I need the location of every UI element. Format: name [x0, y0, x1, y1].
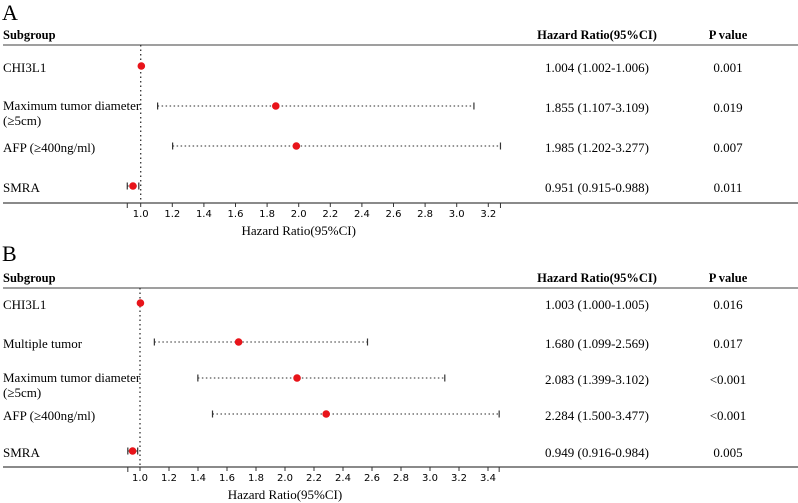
hr-point	[271, 102, 280, 110]
x-tick-label: 3.0	[449, 209, 465, 220]
x-tick-label: 2.2	[306, 473, 322, 484]
x-tick-label: 2.4	[335, 473, 351, 484]
x-tick-label: 1.8	[248, 473, 264, 484]
hr-ci-text: 0.951 (0.915-0.988)	[545, 180, 649, 195]
panel-letter: B	[2, 241, 17, 266]
panel-letter: A	[2, 0, 18, 25]
hr-point	[293, 374, 301, 382]
row-label: Multiple tumor	[3, 336, 83, 351]
row-label: AFP (≥400ng/ml)	[3, 140, 95, 155]
header-p-value: P value	[709, 28, 748, 42]
x-tick-label: 3.2	[480, 209, 496, 220]
hr-point	[137, 62, 146, 70]
hr-point	[234, 338, 243, 346]
hr-ci-text: 1.985 (1.202-3.277)	[545, 140, 649, 155]
hr-point	[136, 299, 145, 307]
x-tick-label: 3.4	[480, 473, 496, 484]
p-value: 0.007	[713, 140, 743, 155]
p-value: 0.016	[713, 297, 743, 312]
header-subgroup: Subgroup	[3, 28, 56, 42]
row-label: (≥5cm)	[3, 385, 41, 400]
row-label: SMRA	[3, 180, 40, 195]
p-value: 0.001	[713, 60, 742, 75]
hr-point	[128, 447, 137, 455]
x-tick-label: 1.4	[196, 209, 212, 220]
header-p-value: P value	[709, 271, 748, 285]
x-tick-label: 3.2	[451, 473, 467, 484]
row-label: (≥5cm)	[3, 113, 41, 128]
x-tick-label: 1.6	[219, 473, 235, 484]
hr-point	[322, 410, 330, 418]
x-tick-label: 2.2	[322, 209, 338, 220]
x-tick-label: 2.0	[277, 473, 293, 484]
p-value: 0.019	[713, 100, 742, 115]
row-label: Maximum tumor diameter	[3, 370, 141, 385]
header-hazard-ratio: Hazard Ratio(95%CI)	[537, 271, 657, 285]
hr-ci-text: 2.083 (1.399-3.102)	[545, 372, 649, 387]
header-hazard-ratio: Hazard Ratio(95%CI)	[537, 28, 657, 42]
x-tick-label: 1.2	[161, 473, 177, 484]
p-value: <0.001	[710, 408, 747, 423]
x-tick-label: 2.0	[291, 209, 307, 220]
p-value: 0.011	[714, 180, 743, 195]
row-label: CHI3L1	[3, 297, 46, 312]
row-label: CHI3L1	[3, 60, 46, 75]
x-tick-label: 1.8	[259, 209, 275, 220]
header-subgroup: Subgroup	[3, 271, 56, 285]
x-tick-label: 1.0	[132, 473, 148, 484]
x-tick-label: 2.8	[393, 473, 409, 484]
p-value: <0.001	[710, 372, 747, 387]
hr-point	[292, 142, 301, 150]
hr-point	[129, 182, 137, 190]
x-tick-label: 2.4	[354, 209, 370, 220]
x-tick-label: 1.4	[190, 473, 206, 484]
p-value: 0.017	[713, 336, 743, 351]
x-tick-label: 2.6	[364, 473, 380, 484]
hr-ci-text: 1.003 (1.000-1.005)	[545, 297, 649, 312]
x-axis-label: Hazard Ratio(95%CI)	[241, 223, 355, 238]
row-label: AFP (≥400ng/ml)	[3, 408, 95, 423]
x-axis-label: Hazard Ratio(95%CI)	[228, 487, 342, 502]
hr-ci-text: 1.004 (1.002-1.006)	[545, 60, 649, 75]
hr-ci-text: 0.949 (0.916-0.984)	[545, 445, 649, 460]
x-tick-label: 1.6	[228, 209, 244, 220]
hr-ci-text: 1.680 (1.099-2.569)	[545, 336, 649, 351]
x-tick-label: 1.2	[164, 209, 180, 220]
x-tick-label: 1.0	[133, 209, 149, 220]
p-value: 0.005	[713, 445, 742, 460]
row-label: SMRA	[3, 445, 40, 460]
x-tick-label: 3.0	[422, 473, 438, 484]
row-label: Maximum tumor diameter	[3, 98, 141, 113]
hr-ci-text: 1.855 (1.107-3.109)	[545, 100, 649, 115]
x-tick-label: 2.8	[417, 209, 433, 220]
x-tick-label: 2.6	[386, 209, 402, 220]
hr-ci-text: 2.284 (1.500-3.477)	[545, 408, 649, 423]
